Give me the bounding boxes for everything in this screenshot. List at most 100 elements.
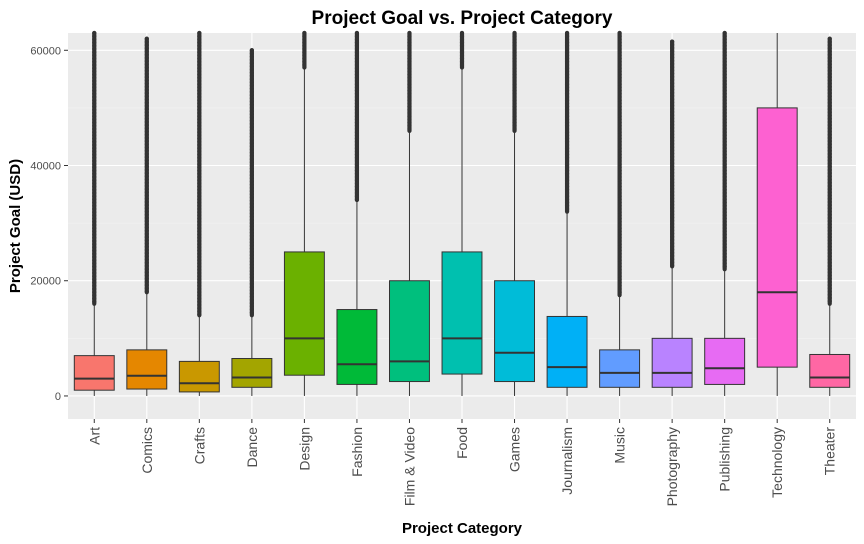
outlier-point [722,197,727,202]
outlier-point [92,117,97,122]
outlier-point [670,65,675,70]
outlier-point [564,200,570,205]
outlier-point [670,263,675,268]
outlier-point [722,168,727,173]
outlier-point [197,280,202,285]
outlier-point [197,226,202,231]
outlier-point [92,133,97,138]
outlier-point [92,232,97,237]
outlier-point [144,228,149,233]
outlier-point [827,110,832,115]
box-rect [494,280,535,383]
outlier-point [197,50,202,55]
outlier-point [827,158,832,163]
outlier-point [144,273,149,278]
outlier-point [197,120,202,125]
outlier-point [827,187,832,192]
outlier-point [197,290,202,295]
outlier-point [564,133,570,138]
outlier-point [92,120,97,125]
outlier-point [144,91,149,96]
outlier-point [249,108,254,114]
outlier-point [249,172,254,178]
outlier-point [827,43,832,48]
outlier-point [197,254,202,260]
outlier-point [354,126,360,132]
box-group [73,30,851,396]
outlier-point [249,249,254,254]
outlier-point [407,88,412,93]
outlier-point [92,171,97,176]
outlier-point [92,270,97,276]
outlier-point [92,210,97,215]
outlier-point [197,53,202,58]
outlier-point [249,156,254,162]
outlier-point [722,78,727,84]
box-12 [704,30,746,396]
outlier-point [249,92,254,98]
outlier-point [144,49,149,54]
outlier-point [92,50,97,55]
outlier-point [722,238,727,244]
outlier-point [407,85,412,90]
outlier-point [407,50,412,55]
outlier-point [197,40,202,45]
outlier-point [144,241,149,246]
box-7 [441,30,483,396]
outlier-point [617,43,622,48]
outlier-point [617,56,622,61]
outlier-point [407,117,412,122]
outlier-point [722,181,727,186]
outlier-point [249,294,254,299]
outlier-point [249,147,254,152]
outlier-point [670,49,675,54]
outlier-point [354,194,360,199]
outlier-point [92,56,97,61]
outlier-point [249,304,254,309]
outlier-point [512,66,517,71]
outlier-point [827,119,832,125]
outlier-point [249,51,254,56]
outlier-point [827,299,832,304]
outlier-point [722,123,727,128]
outlier-point [827,132,832,137]
outlier-point [407,72,412,77]
y-axis: 0 20000 40000 60000 [30,45,68,403]
outlier-point [354,66,360,71]
box-8 [494,30,535,396]
outlier-point [564,94,570,100]
outlier-point [197,94,202,100]
outlier-point [354,133,360,138]
outlier-point [92,107,97,112]
outlier-point [827,84,832,89]
outlier-point [407,53,412,58]
outlier-point [144,231,149,237]
outlier-point [144,161,149,166]
outlier-point [197,222,202,228]
outlier-point [144,286,149,291]
outlier-point [354,91,360,96]
outlier-point [617,264,622,269]
outlier-point [407,110,412,116]
outlier-point [197,264,202,269]
outlier-point [827,81,832,86]
outlier-point [617,107,622,112]
outlier-point [459,30,465,36]
outlier-point [827,55,832,61]
outlier-point [564,117,570,122]
outlier-point [354,104,360,109]
outlier-point [617,50,622,55]
outlier-point [92,126,97,132]
outlier-point [670,116,675,121]
outlier-point [827,65,832,70]
outlier-point [249,80,254,85]
outlier-point [249,64,254,69]
outlier-point [722,139,727,144]
outlier-point [407,91,412,96]
outlier-point [670,237,675,243]
outlier-point [722,149,727,154]
outlier-point [827,292,832,297]
outlier-point [617,274,622,279]
outlier-point [249,240,254,245]
outlier-point [617,104,622,109]
